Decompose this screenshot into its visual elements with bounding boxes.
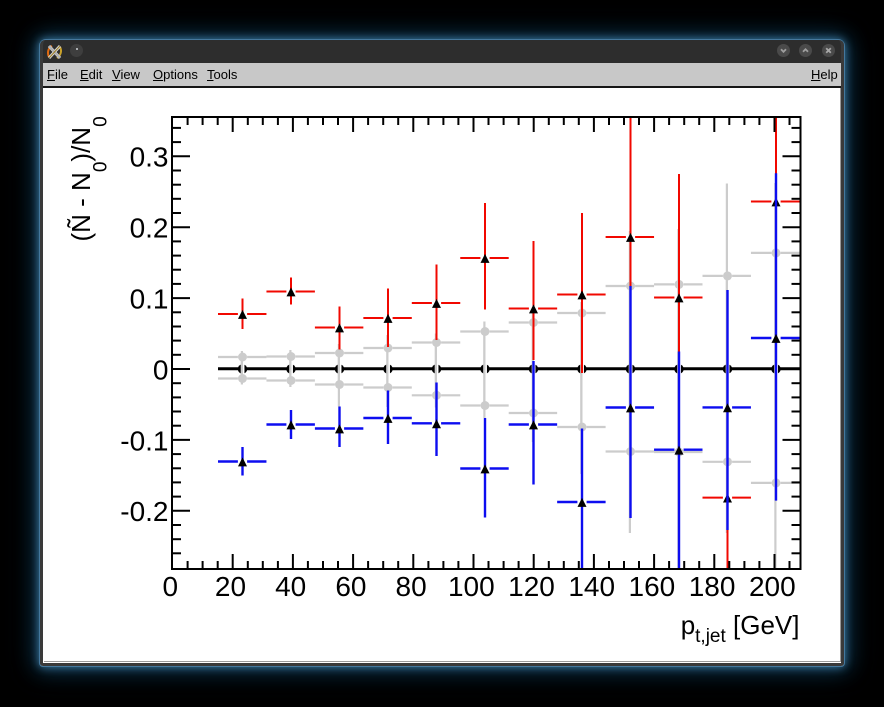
- svg-text:40: 40: [275, 571, 306, 602]
- svg-text:0.1: 0.1: [130, 284, 169, 315]
- svg-text:(Ñ - N0)/N0: (Ñ - N0)/N0: [66, 116, 112, 241]
- svg-text:0.3: 0.3: [130, 142, 169, 173]
- svg-text:0: 0: [163, 571, 179, 602]
- svg-text:140: 140: [568, 571, 615, 602]
- svg-text:200: 200: [749, 571, 796, 602]
- svg-text:120: 120: [508, 571, 555, 602]
- svg-text:-0.1: -0.1: [120, 425, 168, 456]
- svg-text:-0.2: -0.2: [120, 496, 168, 527]
- svg-text:80: 80: [396, 571, 427, 602]
- svg-text:pt,jet [GeV]: pt,jet [GeV]: [681, 610, 800, 647]
- svg-text:60: 60: [335, 571, 366, 602]
- svg-text:0: 0: [153, 354, 169, 385]
- svg-text:20: 20: [215, 571, 246, 602]
- svg-text:0.2: 0.2: [130, 213, 169, 244]
- svg-text:100: 100: [448, 571, 495, 602]
- svg-text:180: 180: [689, 571, 736, 602]
- svg-text:160: 160: [629, 571, 676, 602]
